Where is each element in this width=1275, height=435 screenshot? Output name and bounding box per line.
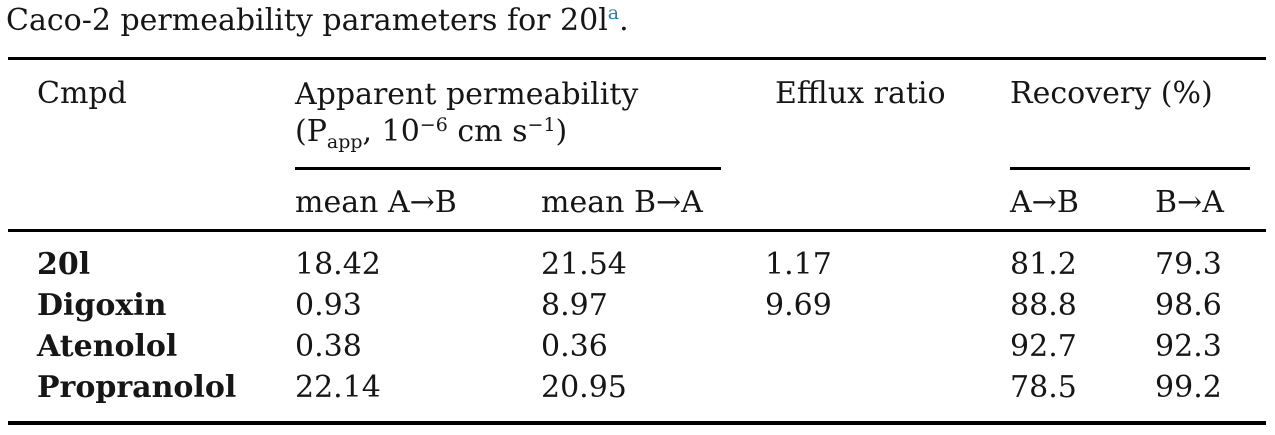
subheader-recovery-a-b: A→B [1010,169,1156,232]
cell-recovery-a-b: 81.2 [1010,247,1077,282]
cell-mean-a-b: 0.38 [295,329,362,364]
col-group-apparent-permeability: Apparent permeability (Papp, 10−6 cm s−1… [295,59,765,170]
col-group-recovery: Recovery (%) [1010,59,1266,170]
cell-efflux-ratio [765,326,1010,367]
unit-subscript: app [326,131,363,153]
table-row: Digoxin 0.93 8.97 9.69 88.8 98.6 [8,285,1266,326]
cell-mean-a-b: 0.93 [295,288,362,323]
unit-exponent2: −1 [527,114,556,136]
subheader-spacer-efflux [765,169,1011,232]
table-caption: Caco-2 permeability parameters for 20la. [6,2,629,38]
subheader-recovery-b-a: B→A [1155,169,1267,232]
col-header-cmpd: Cmpd [37,76,127,111]
cell-recovery-b-a: 98.6 [1155,288,1222,323]
cell-mean-b-a: 21.54 [541,247,627,282]
apparent-permeability-unit: (Papp, 10−6 cm s−1) [295,113,765,154]
cell-recovery-a-b: 92.7 [1010,329,1077,364]
cell-efflux-ratio: 9.69 [765,288,832,323]
table-row: 20l 18.42 21.54 1.17 81.2 79.3 [8,231,1266,286]
unit-mid2: cm s [447,114,528,149]
cell-mean-a-b: 18.42 [295,247,381,282]
cell-mean-a-b: 22.14 [295,370,381,405]
cell-mean-b-a: 8.97 [541,288,608,323]
cell-mean-b-a: 0.36 [541,329,608,364]
footnote-marker: a [607,2,620,24]
cell-compound-name: Propranolol [37,370,237,405]
cell-compound-name: Atenolol [37,329,178,364]
cell-recovery-a-b: 88.8 [1010,288,1077,323]
subheader-mean-b-a: mean B→A [541,169,766,232]
unit-exponent1: −6 [419,114,448,136]
subheader-spacer-cmpd [8,169,295,232]
unit-open: (P [295,114,327,149]
apparent-permeability-title: Apparent permeability [295,77,639,112]
cell-mean-b-a: 20.95 [541,370,627,405]
col-header-efflux-ratio: Efflux ratio [775,76,946,111]
cell-recovery-b-a: 92.3 [1155,329,1222,364]
header-sub-row: mean A→B mean B→A A→B B→A [8,169,1267,232]
cell-compound-name: 20l [37,247,91,282]
caco2-permeability-table: Cmpd Apparent permeability (Papp, 10−6 c… [8,57,1267,425]
header-group-row: Cmpd Apparent permeability (Papp, 10−6 c… [8,59,1266,170]
cell-efflux-ratio [765,367,1010,423]
table-body: 20l 18.42 21.54 1.17 81.2 79.3 Digoxin 0… [8,231,1266,424]
cell-recovery-b-a: 99.2 [1155,370,1222,405]
unit-mid1: , 10 [362,114,420,149]
apparent-permeability-label: Apparent permeability (Papp, 10−6 cm s−1… [295,76,765,154]
table-row: Propranolol 22.14 20.95 78.5 99.2 [8,367,1266,423]
cell-recovery-b-a: 79.3 [1155,247,1222,282]
cell-efflux-ratio: 1.17 [765,247,832,282]
cell-recovery-a-b: 78.5 [1010,370,1077,405]
cell-compound-name: Digoxin [37,288,167,323]
table-row: Atenolol 0.38 0.36 92.7 92.3 [8,326,1266,367]
subheader-mean-a-b: mean A→B [295,169,541,232]
caption-period: . [619,3,629,38]
caption-text: Caco-2 permeability parameters for 20l [6,3,608,38]
unit-close: ) [555,114,568,149]
table-header: Cmpd Apparent permeability (Papp, 10−6 c… [8,59,1267,232]
